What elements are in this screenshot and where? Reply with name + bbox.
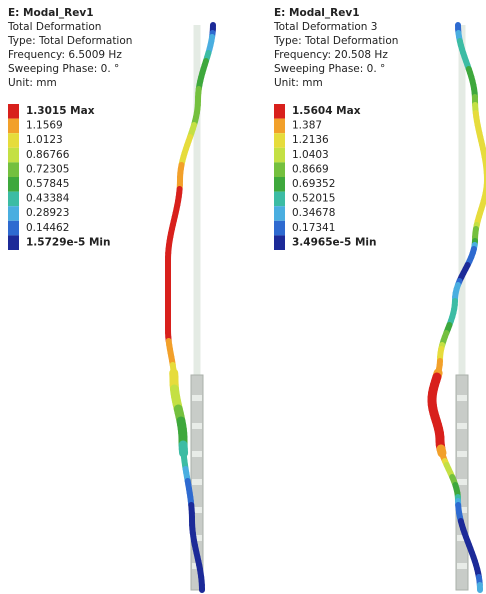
legend-label: 0.52015 [292,193,335,205]
legend-label: 1.2136 [292,134,329,146]
info-line: Sweeping Phase: 0. ° [274,63,385,75]
info-line: Total Deformation 3 [273,21,377,33]
legend-label: 0.34678 [292,207,335,219]
info-line: Unit: mm [8,77,57,89]
support-joint [457,563,467,569]
legend-label: 0.43384 [26,193,70,205]
legend-swatch [8,162,19,177]
legend-label: 1.0123 [26,134,63,146]
legend-swatch [274,119,285,134]
support-joint [457,395,467,401]
result-panel: E: Modal_Rev1 Total Deformation 3 Type: To… [273,7,486,590]
screenshot: E: Modal_Rev1 Total Deformation Type: Tota… [0,0,486,594]
legend-swatch [8,119,19,134]
support-joint [457,479,467,485]
legend-swatch [274,235,285,250]
info-line: Total Deformation [7,21,101,33]
legend-swatch [274,206,285,221]
info-line: Frequency: 6.5009 Hz [8,49,122,61]
legend-swatch [274,221,285,236]
legend-label: 1.387 [292,120,322,132]
info-line: Unit: mm [274,77,323,89]
legend-swatch [274,148,285,163]
legend-label: 0.86766 [26,149,70,161]
support-joint [192,395,202,401]
legend-label: 0.57845 [26,178,69,190]
info-line: Type: Total Deformation [7,35,132,47]
legend-label: 0.28923 [26,207,69,219]
support-joint [192,451,202,457]
legend-swatch [274,177,285,192]
info-line: Type: Total Deformation [273,35,398,47]
support-joint [192,423,202,429]
result-panel: E: Modal_Rev1 Total Deformation Type: Tota… [7,7,213,590]
legend-swatch [8,235,19,250]
legend-label: 0.14462 [26,222,69,234]
panel-title: E: Modal_Rev1 [8,7,94,19]
info-line: Sweeping Phase: 0. ° [8,63,119,75]
legend-label: 1.3015 Max [26,105,95,117]
legend-label: 1.1569 [26,120,63,132]
legend-label: 0.8669 [292,163,329,175]
legend-label: 0.17341 [292,222,335,234]
info-line: Frequency: 20.508 Hz [274,49,388,61]
legend-swatch [8,192,19,207]
legend-swatch [8,148,19,163]
support-joint [192,479,202,485]
legend-swatch [274,133,285,148]
legend-label: 1.5604 Max [292,105,361,117]
legend-swatch [8,221,19,236]
legend-label: 1.0403 [292,149,329,161]
legend-label: 1.5729e-5 Min [26,236,110,248]
legend-swatch [8,104,19,119]
legend-swatch [274,192,285,207]
support-joint [457,423,467,429]
legend-label: 0.69352 [292,178,335,190]
legend-swatch [8,206,19,221]
legend-label: 3.4965e-5 Min [292,236,376,248]
legend-swatch [8,133,19,148]
legend-label: 0.72305 [26,163,69,175]
legend-swatch [8,177,19,192]
panel-title: E: Modal_Rev1 [274,7,360,19]
legend-swatch [274,162,285,177]
legend-swatch [274,104,285,119]
support-joint [457,451,467,457]
